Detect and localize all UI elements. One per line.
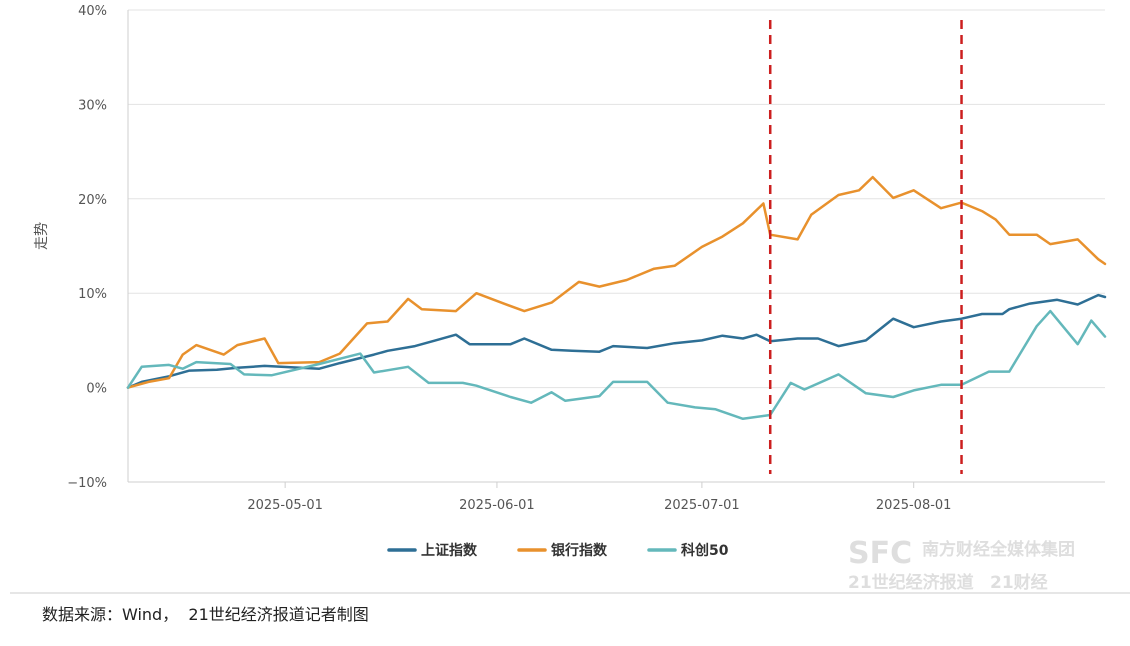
- legend: 上证指数 银行指数 科创50: [387, 542, 729, 559]
- y-tick-label: 20%: [78, 193, 107, 208]
- x-tick-label: 2025-05-01: [247, 498, 323, 513]
- vertical-markers: [768, 20, 963, 474]
- x-tick-labels: 2025-05-01 2025-06-01 2025-07-01 2025-08-01: [247, 482, 951, 513]
- x-tick-label: 2025-07-01: [664, 498, 740, 513]
- y-tick-label: 30%: [78, 98, 107, 113]
- footer-divider: [10, 592, 1130, 594]
- y-axis-label: 走势: [34, 222, 50, 250]
- series-line: [126, 309, 1107, 421]
- y-tick-labels: 40% 30% 20% 10% 0% −10%: [67, 4, 107, 491]
- grid-lines: [127, 9, 1105, 483]
- watermark-line1: 南方财经全媒体集团: [922, 539, 1075, 560]
- legend-label: 上证指数: [421, 542, 478, 559]
- watermark-line3: 21财经: [990, 572, 1048, 593]
- watermark-line2: 21世纪经济报道: [848, 572, 974, 593]
- y-tick-label: −10%: [67, 476, 107, 491]
- series-line: [126, 293, 1107, 389]
- watermark: SFC 南方财经全媒体集团 21世纪经济报道 21财经: [848, 536, 1075, 593]
- y-tick-label: 0%: [86, 382, 107, 397]
- y-tick-label: 10%: [78, 287, 107, 302]
- x-tick-label: 2025-06-01: [459, 498, 535, 513]
- source-note: 数据来源：Wind， 21世纪经济报道记者制图: [42, 605, 369, 624]
- watermark-logo: SFC: [848, 536, 912, 571]
- y-tick-label: 40%: [78, 4, 107, 19]
- legend-label: 银行指数: [551, 542, 608, 559]
- series-lines: [126, 175, 1107, 421]
- legend-label: 科创50: [681, 542, 729, 559]
- series-line: [126, 175, 1107, 389]
- x-tick-label: 2025-08-01: [876, 498, 952, 513]
